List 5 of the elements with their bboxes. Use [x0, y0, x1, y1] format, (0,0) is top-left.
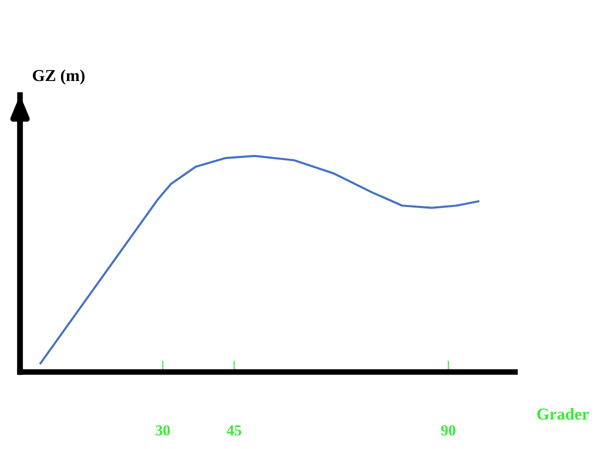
y-axis-title: GZ (m): [32, 69, 84, 85]
x-axis-title: Grader: [537, 408, 589, 420]
x-tick-label: 90: [441, 425, 456, 436]
x-tick-label: 30: [156, 425, 170, 436]
x-tick-label: 45: [226, 425, 242, 436]
